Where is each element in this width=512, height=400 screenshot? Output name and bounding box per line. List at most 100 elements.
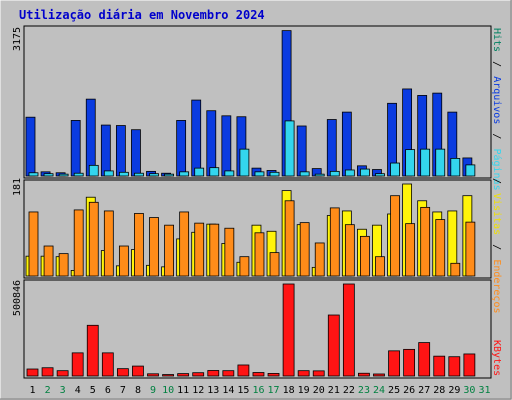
bar-kbytes-1: [26, 368, 39, 377]
bar-visitas-19: [299, 222, 310, 277]
bar-kbytes-5: [86, 324, 99, 377]
bar-arquivos-2: [43, 173, 54, 177]
xtick-label: 28: [433, 385, 445, 396]
bar-arquivos-4: [73, 172, 84, 177]
bar-kbytes-2: [41, 367, 54, 377]
bar-kbytes-23: [358, 372, 370, 377]
bar-visitas-10: [164, 224, 174, 277]
xtick-label: 10: [162, 385, 174, 396]
bar-kbytes-9: [147, 373, 159, 377]
bar-visitas-21: [329, 207, 340, 277]
xtick-label: 6: [105, 385, 111, 396]
bar-kbytes-18: [282, 283, 295, 377]
ytick-hits: 3175: [12, 27, 23, 51]
bar-arquivos-6: [103, 170, 114, 177]
svg-text:Hits / Arquivos: Hits / Arquivos / Páginas: [491, 28, 503, 191]
bar-visitas-20: [314, 242, 325, 277]
chart-title: Utilização diária em Novembro 2024: [19, 8, 265, 22]
bar-kbytes-22: [342, 283, 355, 377]
bar-arquivos-7: [118, 171, 129, 177]
bar-arquivos-15: [239, 148, 250, 177]
bar-arquivos-8: [134, 172, 144, 177]
bar-kbytes-12: [192, 372, 205, 377]
bar-kbytes-4: [71, 352, 84, 377]
xtick-label: 15: [237, 385, 249, 396]
bar-visitas-11: [179, 211, 190, 277]
bar-hits-5: [85, 98, 96, 177]
bar-kbytes-28: [433, 355, 446, 377]
xtick-label: 5: [90, 385, 96, 396]
bar-hits-1: [25, 116, 36, 177]
bar-kbytes-3: [56, 370, 69, 377]
bar-hits-21: [326, 119, 337, 177]
xtick-label: 23: [358, 385, 370, 396]
bar-hits-14: [221, 115, 232, 177]
bar-arquivos-26: [405, 149, 416, 177]
bar-hits-4: [70, 120, 81, 177]
ytick-kbytes: 500846: [12, 280, 23, 316]
xtick-label: 26: [403, 385, 415, 396]
bar-kbytes-29: [448, 356, 461, 377]
xtick-label: 2: [45, 385, 51, 396]
legend-kbytes: KBytes: [491, 340, 502, 376]
bar-visitas-6: [103, 210, 114, 277]
bar-visitas-3: [58, 253, 69, 277]
bar-hits-22: [341, 111, 352, 177]
bar-visitas-9: [149, 217, 159, 277]
svg-text:KBytes: KBytes: [491, 340, 502, 376]
bar-arquivos-18: [284, 120, 295, 177]
bar-arquivos-5: [88, 164, 99, 177]
bar-arquivos-27: [420, 148, 431, 177]
bar-arquivos-1: [28, 172, 39, 177]
bar-visitas-22: [344, 224, 355, 277]
bar-kbytes-6: [101, 352, 114, 377]
bar-visitas-1: [28, 211, 39, 277]
bar-kbytes-10: [162, 374, 174, 377]
legend-sep-3: /: [491, 178, 502, 184]
xtick-label: 31: [478, 385, 490, 396]
xtick-label: 8: [135, 385, 141, 396]
xtick-label: 4: [75, 385, 81, 396]
bar-kbytes-25: [388, 350, 400, 377]
bar-arquivos-21: [329, 170, 340, 177]
xtick-label: 17: [268, 385, 280, 396]
bar-arquivos-13: [209, 167, 220, 177]
legend-sep-2: /: [491, 133, 502, 139]
xtick-label: 21: [328, 385, 340, 396]
bar-arquivos-28: [435, 148, 446, 177]
xtick-label: 13: [207, 385, 219, 396]
bar-kbytes-30: [463, 353, 476, 377]
bar-visitas-5: [88, 201, 99, 277]
bar-kbytes-17: [267, 373, 280, 377]
bar-arquivos-3: [58, 173, 69, 177]
bar-visitas-23: [360, 235, 370, 277]
bar-arquivos-29: [450, 158, 461, 177]
bar-arquivos-9: [149, 173, 159, 177]
svg-text:/ Visitas /: / Visitas / Endereços: [491, 178, 502, 314]
bar-visitas-17: [269, 252, 280, 277]
bar-kbytes-27: [418, 342, 431, 377]
bar-visitas-4: [73, 209, 84, 277]
xtick-label: 20: [313, 385, 325, 396]
legend-paginas: Páginas: [491, 148, 503, 190]
xtick-label: 30: [463, 385, 475, 396]
bar-arquivos-19: [299, 171, 310, 177]
legend-sep-4: /: [491, 244, 502, 250]
bar-visitas-29: [450, 262, 461, 277]
bar-visitas-25: [390, 195, 400, 277]
bar-visitas-8: [134, 213, 144, 277]
bar-hits-11: [176, 120, 187, 177]
bar-visitas-30: [465, 221, 476, 277]
bar-visitas-28: [435, 219, 446, 277]
xtick-label: 27: [418, 385, 430, 396]
xtick-label: 19: [298, 385, 310, 396]
bar-kbytes-26: [403, 348, 416, 377]
bar-kbytes-13: [207, 370, 220, 377]
bar-kbytes-24: [373, 373, 385, 377]
xtick-label: 11: [177, 385, 189, 396]
bar-visitas-18: [284, 200, 295, 277]
bar-arquivos-10: [164, 173, 174, 177]
legend-arquivos: Arquivos: [491, 76, 502, 124]
